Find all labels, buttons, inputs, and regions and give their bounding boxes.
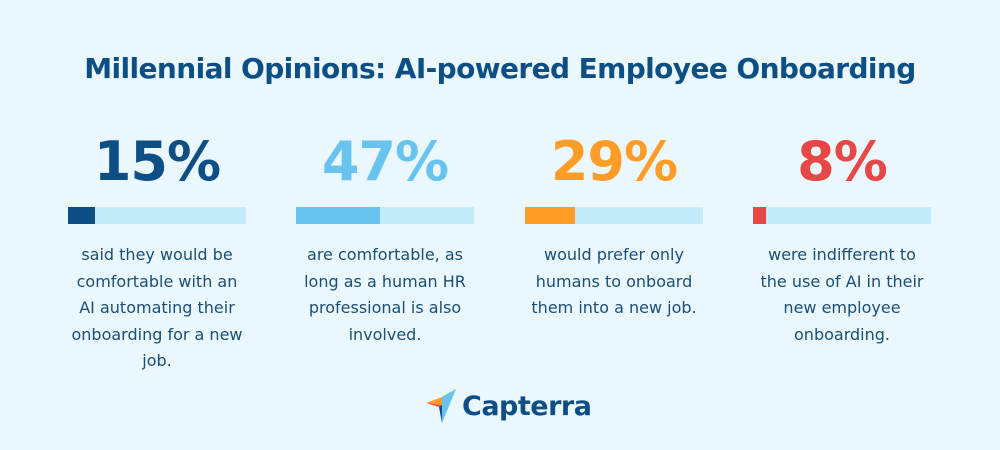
stat-bar-fill <box>296 207 380 224</box>
stat-description: are comfortable, as long as a human HR p… <box>304 245 466 344</box>
stat-percent: 29% <box>550 130 678 193</box>
stat-percent: 15% <box>93 130 221 193</box>
stat-description: said they would be comfortable with an A… <box>71 245 243 370</box>
stat-card-2: 47% are comfortable, as long as a human … <box>296 130 474 348</box>
stat-bar <box>753 207 931 224</box>
stat-card-3: 29% would prefer only humans to onboard … <box>525 130 703 322</box>
stat-percent: 8% <box>797 130 888 193</box>
stat-bar-fill <box>68 207 95 224</box>
capterra-logo: Capterra <box>426 388 592 424</box>
stat-bar-fill <box>525 207 575 224</box>
capterra-arrow-icon <box>426 389 456 423</box>
stat-description: would prefer only humans to onboard them… <box>531 245 697 317</box>
stat-card-4: 8% were indifferent to the use of AI in … <box>753 130 931 348</box>
stat-percent: 47% <box>321 130 449 193</box>
page-title: Millennial Opinions: AI-powered Employee… <box>84 52 916 85</box>
stat-bar <box>296 207 474 224</box>
capterra-wordmark: Capterra <box>462 390 592 422</box>
stat-bar <box>525 207 703 224</box>
stat-description: were indifferent to the use of AI in the… <box>760 245 924 344</box>
stat-card-1: 15% said they would be comfortable with … <box>68 130 246 375</box>
stat-bar <box>68 207 246 224</box>
stat-bar-fill <box>753 207 766 224</box>
